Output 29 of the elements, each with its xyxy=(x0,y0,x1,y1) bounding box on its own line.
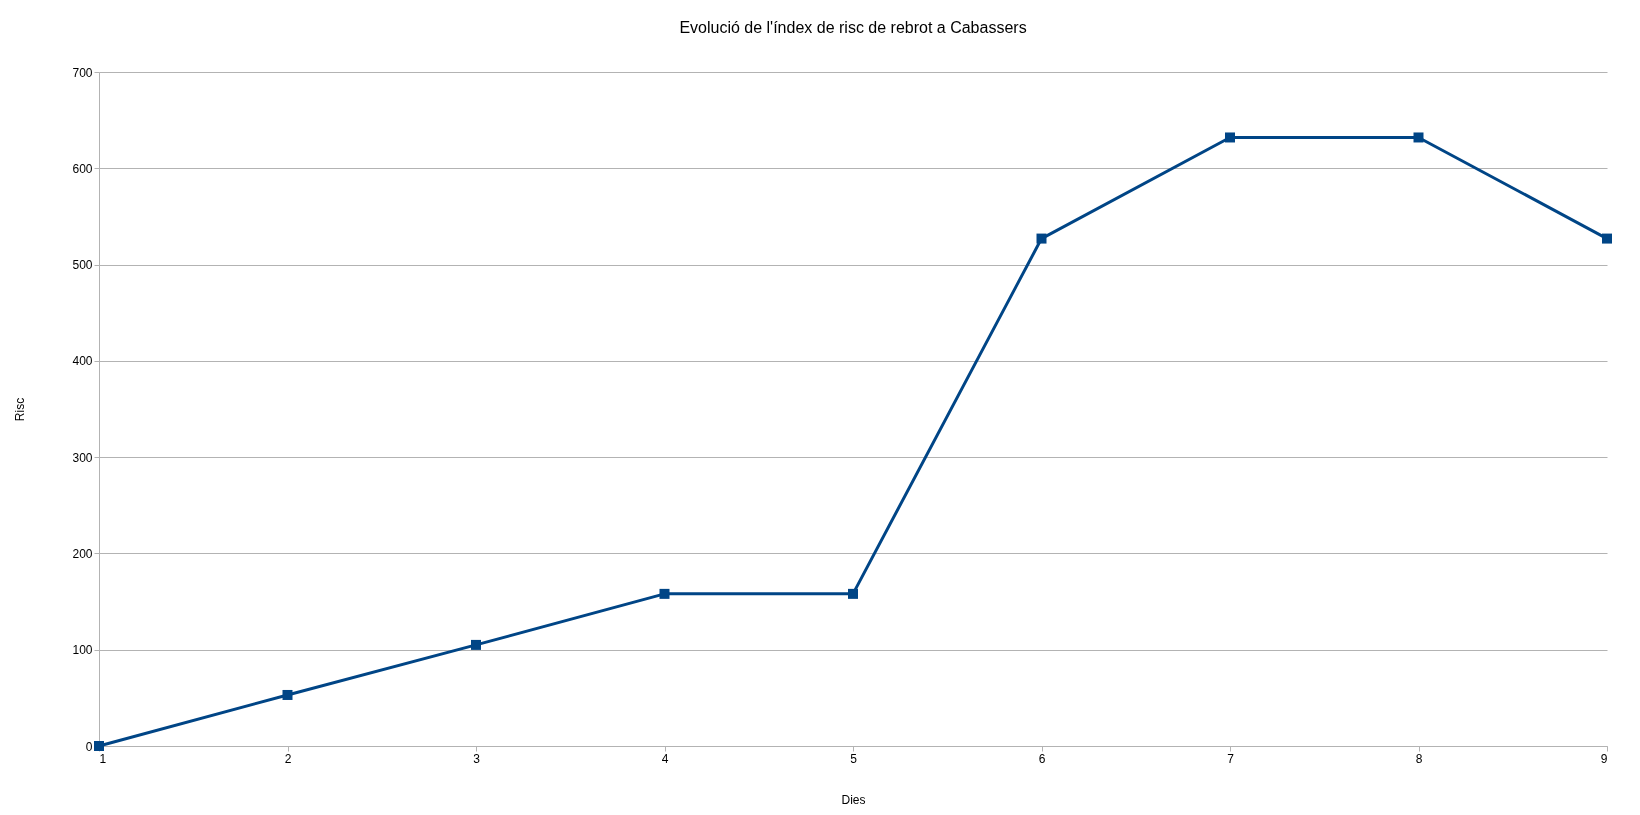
chart-title: Evolució de l'índex de risc de rebrot a Cabassers xyxy=(679,19,1027,36)
point xyxy=(1602,233,1612,244)
x-tick-label: 6 xyxy=(1038,751,1046,766)
point xyxy=(1225,132,1235,143)
x-tick-label: 7 xyxy=(1227,751,1235,766)
point xyxy=(282,689,293,700)
y-tick-label: 500 xyxy=(72,258,93,273)
point xyxy=(471,639,481,650)
x-tick-label: 4 xyxy=(661,751,669,766)
y-tick-label: 200 xyxy=(72,546,93,561)
point xyxy=(848,588,858,599)
y-tick-label: 600 xyxy=(72,161,93,176)
point xyxy=(94,741,104,751)
point xyxy=(1413,132,1424,143)
point xyxy=(1036,233,1047,244)
x-tick-label: 3 xyxy=(473,751,481,766)
point xyxy=(659,588,670,599)
x-tick-label: 1 xyxy=(99,751,107,766)
y-tick-label: 100 xyxy=(72,643,93,658)
y-tick-label: 0 xyxy=(85,739,93,754)
y-tick-label: 400 xyxy=(72,354,93,369)
x-tick-label: 5 xyxy=(850,751,858,766)
y-tick-label: 300 xyxy=(72,450,93,465)
x-tick-label: 9 xyxy=(1600,751,1608,766)
x-tick-label: 8 xyxy=(1415,751,1423,766)
x-axis-title: Dies xyxy=(841,792,866,807)
x-tick-label: 2 xyxy=(284,751,292,766)
y-tick-label: 700 xyxy=(72,65,93,80)
y-axis-title: Risc xyxy=(13,397,28,422)
